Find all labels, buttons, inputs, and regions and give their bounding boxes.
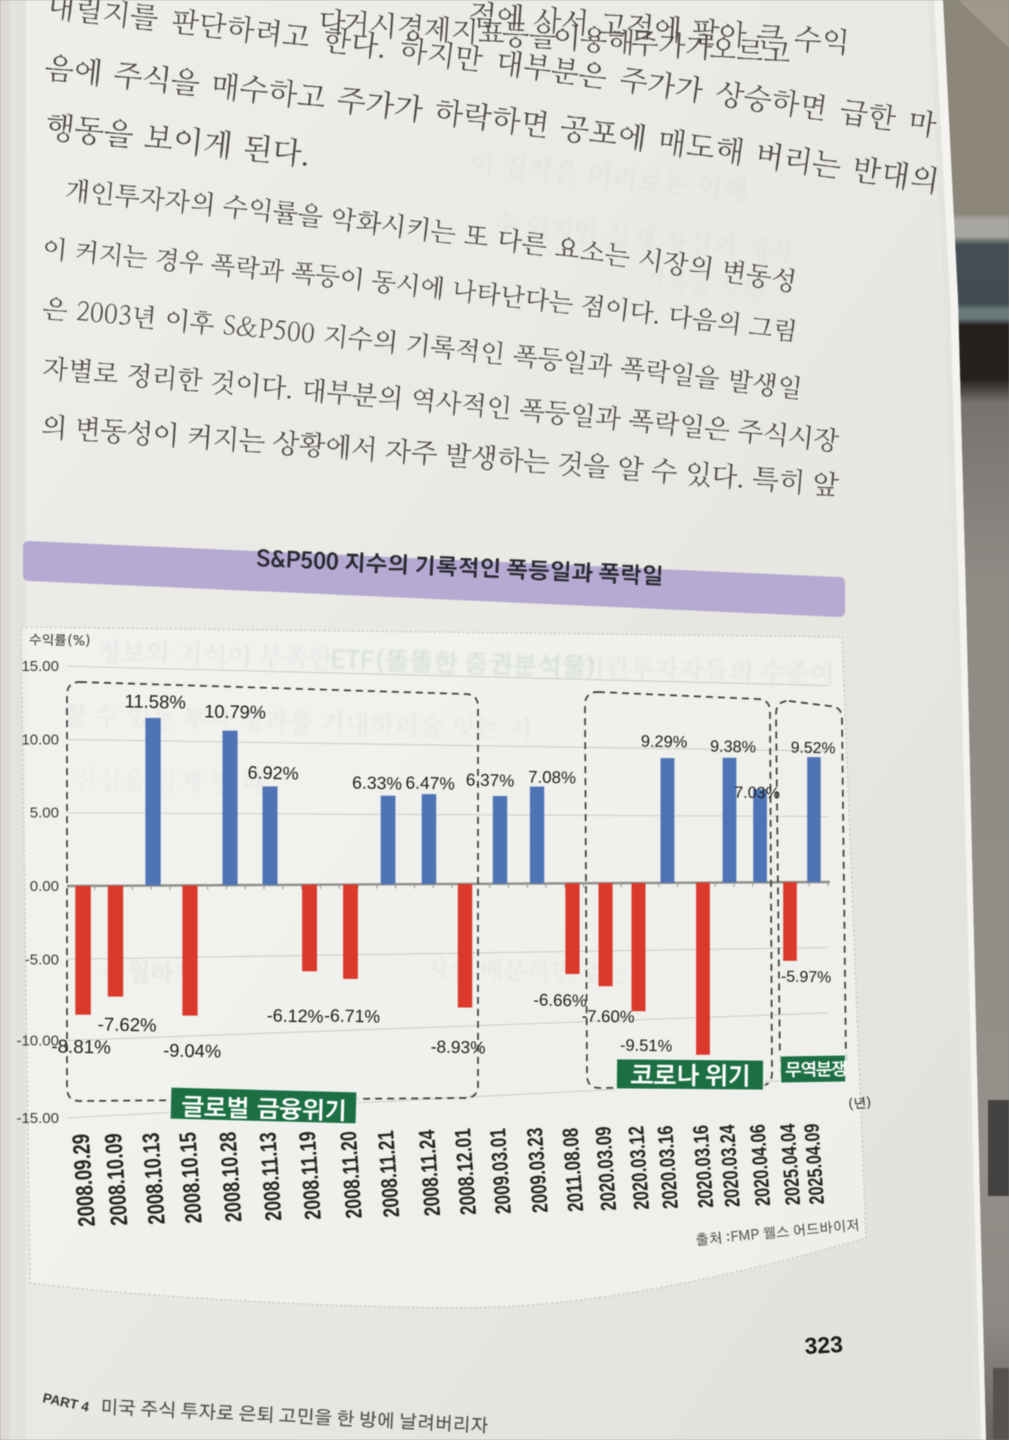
svg-text:-8.93%: -8.93% [431, 1036, 486, 1057]
svg-text:2020.03.12: 2020.03.12 [625, 1125, 654, 1210]
svg-text:5.00: 5.00 [30, 805, 59, 822]
svg-text:6.47%: 6.47% [405, 772, 455, 793]
svg-text:-15.00: -15.00 [16, 1110, 59, 1127]
svg-text:-6.12%: -6.12% [267, 1005, 324, 1026]
svg-text:2025.04.04: 2025.04.04 [775, 1123, 804, 1207]
svg-text:2008.10.13: 2008.10.13 [138, 1132, 170, 1226]
svg-text:6.33%: 6.33% [352, 772, 403, 793]
svg-text:2020.03.16: 2020.03.16 [654, 1125, 683, 1210]
svg-text:2025.04.09: 2025.04.09 [799, 1123, 828, 1205]
svg-text:-9.51%: -9.51% [620, 1036, 673, 1055]
svg-text:2008.10.09: 2008.10.09 [100, 1132, 133, 1226]
svg-text:2008.11.13: 2008.11.13 [255, 1131, 287, 1222]
svg-text:2008.11.21: 2008.11.21 [374, 1130, 405, 1219]
svg-text:2008.11.19: 2008.11.19 [295, 1130, 327, 1220]
svg-text:9.52%: 9.52% [791, 740, 836, 758]
svg-text:15.00: 15.00 [21, 658, 59, 675]
svg-text:6.37%: 6.37% [466, 770, 515, 790]
svg-text:-5.97%: -5.97% [781, 968, 832, 986]
svg-text:2020.03.24: 2020.03.24 [716, 1123, 745, 1207]
svg-text:2008.11.20: 2008.11.20 [337, 1130, 368, 1219]
svg-text:2020.03.09: 2020.03.09 [591, 1125, 621, 1211]
svg-text:0.00: 0.00 [30, 878, 59, 895]
svg-text:10.79%: 10.79% [204, 701, 266, 722]
svg-text:-9.04%: -9.04% [163, 1039, 221, 1061]
svg-text:2008.09.29: 2008.09.29 [67, 1133, 100, 1228]
svg-text:9.29%: 9.29% [641, 733, 688, 752]
svg-text:-8.81%: -8.81% [51, 1035, 111, 1057]
svg-text:2008.12.01: 2008.12.01 [451, 1127, 482, 1216]
svg-text:2008.10.15: 2008.10.15 [175, 1131, 207, 1224]
svg-text:-10.00: -10.00 [16, 1033, 59, 1050]
svg-text:9.38%: 9.38% [710, 738, 756, 757]
svg-text:-7.60%: -7.60% [581, 1006, 634, 1026]
svg-text:11.58%: 11.58% [124, 690, 186, 712]
svg-text:2008.11.24: 2008.11.24 [415, 1128, 446, 1217]
svg-text:6.92%: 6.92% [247, 762, 298, 783]
svg-text:2020.03.16: 2020.03.16 [690, 1124, 719, 1208]
svg-text:-7.62%: -7.62% [97, 1013, 156, 1035]
svg-text:2011.08.08: 2011.08.08 [558, 1127, 588, 1213]
svg-text:2020.04.06: 2020.04.06 [745, 1123, 774, 1206]
svg-text:-5.00: -5.00 [25, 951, 59, 968]
svg-text:-6.71%: -6.71% [324, 1005, 381, 1026]
svg-text:7.03%: 7.03% [734, 784, 780, 803]
svg-text:10.00: 10.00 [21, 731, 59, 748]
svg-text:-6.66%: -6.66% [533, 990, 587, 1010]
svg-text:7.08%: 7.08% [528, 768, 576, 788]
svg-text:2008.10.28: 2008.10.28 [215, 1131, 247, 1223]
svg-text:2009.03.23: 2009.03.23 [523, 1127, 553, 1214]
svg-text:323: 323 [804, 1331, 844, 1359]
svg-text:2009.03.01: 2009.03.01 [486, 1127, 516, 1215]
